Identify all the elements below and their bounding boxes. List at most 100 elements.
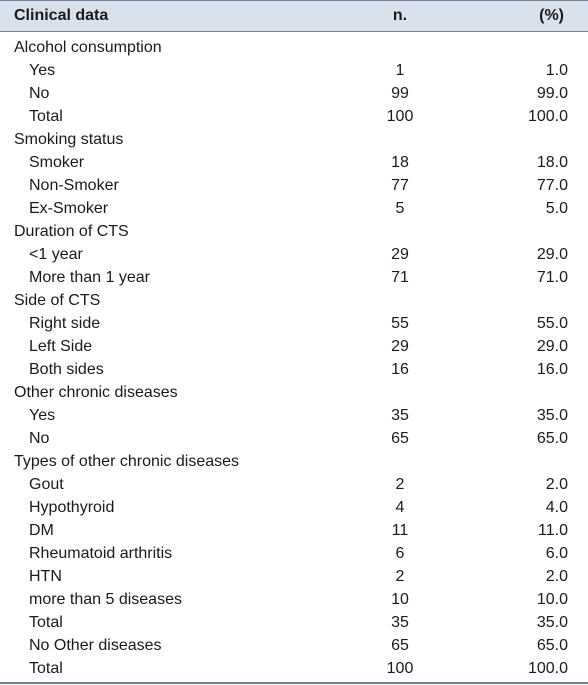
section-heading-row: Other chronic diseases: [0, 381, 588, 404]
row-count: 2: [395, 476, 405, 493]
row-percent: 11.0: [538, 522, 568, 539]
row-count: 2: [395, 568, 405, 585]
header-clinical-data: Clinical data: [14, 7, 109, 24]
row-count: 99: [391, 85, 409, 102]
table-row: Yes 1 1.0: [0, 59, 588, 82]
row-label: DM: [29, 522, 54, 539]
row-count: 18: [391, 154, 409, 171]
row-label: Gout: [29, 476, 64, 493]
row-percent: 2.0: [545, 476, 568, 493]
row-count: 65: [391, 637, 409, 654]
table-row: No 65 65.0: [0, 427, 588, 450]
row-label: Total: [29, 108, 63, 125]
row-count: 71: [391, 269, 409, 286]
row-label: Yes: [29, 62, 56, 79]
row-count: 65: [391, 430, 409, 447]
section-label: Duration of CTS: [14, 223, 129, 240]
row-percent: 71.0: [536, 269, 568, 286]
row-label: Left Side: [29, 338, 93, 355]
row-label: Ex-Smoker: [29, 200, 109, 217]
section-label: Smoking status: [14, 131, 124, 148]
row-count: 6: [395, 545, 405, 562]
table-row: Total 35 35.0: [0, 611, 588, 634]
row-count: 4: [395, 499, 405, 516]
row-label: more than 5 diseases: [29, 591, 182, 608]
row-label: Hypothyroid: [29, 499, 115, 516]
row-percent: 16.0: [536, 361, 568, 378]
row-percent: 2.0: [545, 568, 568, 585]
row-label: No: [29, 85, 50, 102]
row-label: Smoker: [29, 154, 85, 171]
table-row: Both sides 16 16.0: [0, 358, 588, 381]
row-percent: 35.0: [536, 407, 568, 424]
table-row: Left Side 29 29.0: [0, 335, 588, 358]
row-label: Total: [29, 614, 63, 631]
row-percent: 5.0: [545, 200, 568, 217]
table-row: More than 1 year 71 71.0: [0, 266, 588, 289]
section-label: Alcohol consumption: [14, 39, 162, 56]
table-row: Rheumatoid arthritis 6 6.0: [0, 542, 588, 565]
row-count: 35: [391, 614, 409, 631]
row-label: Both sides: [29, 361, 104, 378]
row-count: 77: [391, 177, 409, 194]
table-row: No Other diseases 65 65.0: [0, 634, 588, 657]
row-percent: 35.0: [536, 614, 568, 631]
row-label: HTN: [29, 568, 62, 585]
table-row: more than 5 diseases 10 10.0: [0, 588, 588, 611]
row-percent: 29.0: [536, 246, 568, 263]
row-percent: 4.0: [545, 499, 568, 516]
row-label: Rheumatoid arthritis: [29, 545, 173, 562]
table-row: Total 100 100.0: [0, 657, 588, 680]
row-count: 11: [391, 522, 409, 539]
row-count: 5: [395, 200, 405, 217]
table-row: Yes 35 35.0: [0, 404, 588, 427]
row-percent: 1.0: [545, 62, 568, 79]
row-percent: 65.0: [536, 430, 568, 447]
table-row: Non-Smoker 77 77.0: [0, 174, 588, 197]
row-label: <1 year: [29, 246, 83, 263]
table-row: Hypothyroid 4 4.0: [0, 496, 588, 519]
table-row: No 99 99.0: [0, 82, 588, 105]
row-percent: 6.0: [545, 545, 568, 562]
row-label: No Other diseases: [29, 637, 162, 654]
row-percent: 10.0: [536, 591, 568, 608]
header-n: n.: [392, 7, 408, 24]
table-header: Clinical data n. (%): [0, 0, 588, 32]
row-count: 55: [391, 315, 409, 332]
table-row: HTN 2 2.0: [0, 565, 588, 588]
row-count: 29: [391, 338, 409, 355]
table-row: Gout 2 2.0: [0, 473, 588, 496]
table-row: <1 year 29 29.0: [0, 243, 588, 266]
section-heading-row: Types of other chronic diseases: [0, 450, 588, 473]
row-label: Yes: [29, 407, 56, 424]
table-row: Total 100 100.0: [0, 105, 588, 128]
row-percent: 65.0: [536, 637, 568, 654]
row-count: 100: [386, 108, 414, 125]
table-row: Right side 55 55.0: [0, 312, 588, 335]
section-label: Types of other chronic diseases: [14, 453, 240, 470]
row-count: 10: [391, 591, 409, 608]
row-percent: 100.0: [527, 660, 568, 677]
header-percent: (%): [539, 7, 564, 24]
row-count: 1: [395, 62, 405, 79]
row-label: Total: [29, 660, 63, 677]
section-heading-row: Alcohol consumption: [0, 36, 588, 59]
row-label: Non-Smoker: [29, 177, 119, 194]
section-label: Side of CTS: [14, 292, 101, 309]
section-heading-row: Smoking status: [0, 128, 588, 151]
row-label: More than 1 year: [29, 269, 150, 286]
row-percent: 18.0: [536, 154, 568, 171]
row-percent: 77.0: [536, 177, 568, 194]
row-percent: 55.0: [536, 315, 568, 332]
table-row: DM 11 11.0: [0, 519, 588, 542]
bottom-rule: [0, 682, 588, 684]
row-percent: 100.0: [527, 108, 568, 125]
section-label: Other chronic diseases: [14, 384, 178, 401]
row-count: 35: [391, 407, 409, 424]
row-label: Right side: [29, 315, 101, 332]
row-count: 16: [391, 361, 409, 378]
row-percent: 29.0: [536, 338, 568, 355]
table-row: Ex-Smoker 5 5.0: [0, 197, 588, 220]
section-heading-row: Side of CTS: [0, 289, 588, 312]
